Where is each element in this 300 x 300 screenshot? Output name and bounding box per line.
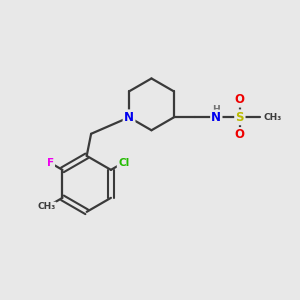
Text: O: O — [235, 128, 245, 142]
Text: O: O — [235, 93, 245, 106]
Text: CH₃: CH₃ — [263, 113, 282, 122]
Text: S: S — [236, 111, 244, 124]
Text: Cl: Cl — [118, 158, 129, 167]
Text: N: N — [211, 111, 221, 124]
Text: H: H — [212, 106, 220, 115]
Text: CH₃: CH₃ — [38, 202, 56, 211]
Text: F: F — [47, 158, 54, 168]
Text: N: N — [124, 111, 134, 124]
